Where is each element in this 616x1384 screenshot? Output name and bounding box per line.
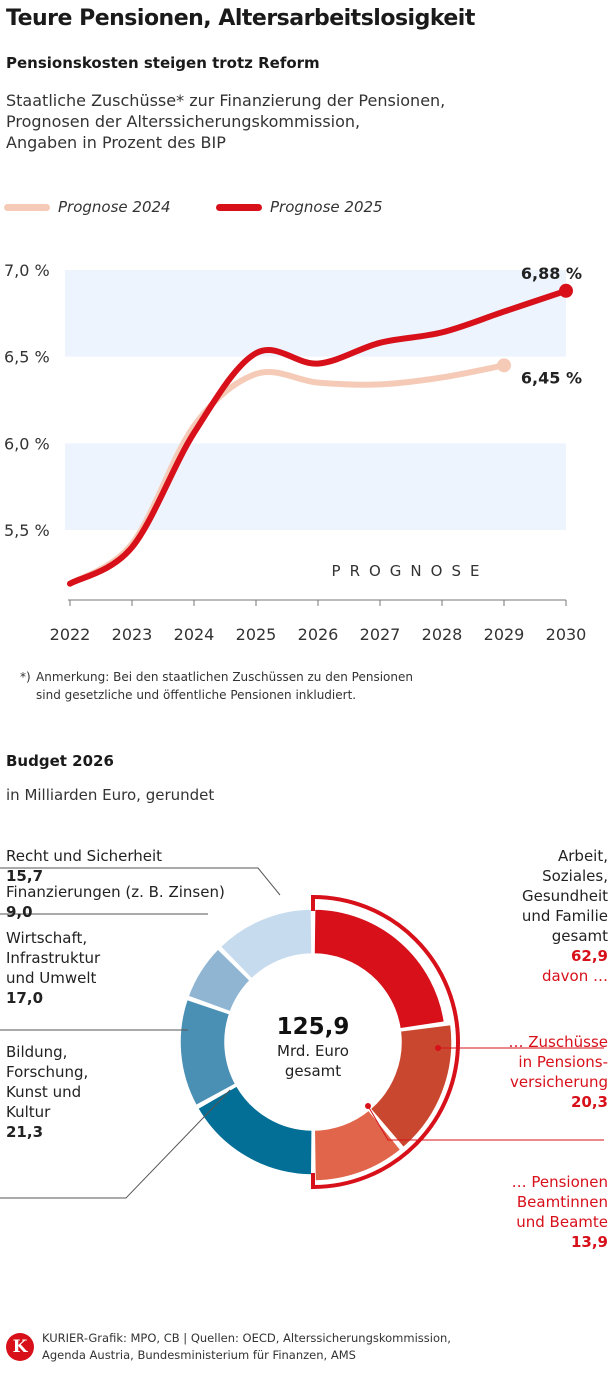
donut-total: 125,9 xyxy=(277,1014,350,1040)
kurier-logo: K xyxy=(6,1333,34,1361)
desc-line: Staatliche Zuschüsse* zur Finanzierung d… xyxy=(6,91,446,110)
leader-dot xyxy=(365,1103,371,1109)
legend-prognose-2025: Prognose 2025 xyxy=(216,198,383,216)
footer-sources: KURIER-Grafik: MPO, CB | Quellen: OECD, … xyxy=(42,1331,451,1362)
label-arbeit: Arbeit, Soziales, Gesundheit und Familie ges… xyxy=(521,847,608,985)
bracket-arc xyxy=(312,895,461,1189)
donut-slice xyxy=(369,1023,453,1149)
donut-slice xyxy=(313,908,446,1030)
footnote-line: Anmerkung: Bei den staatlichen Zuschüsse… xyxy=(36,670,413,684)
legend-swatch xyxy=(216,203,262,211)
leader-bild xyxy=(0,1089,231,1199)
x-tick-label: 2029 xyxy=(484,625,525,644)
budget-subtitle: in Milliarden Euro, gerundet xyxy=(6,786,215,804)
x-tick-label: 2027 xyxy=(360,625,401,644)
end-point xyxy=(559,283,573,298)
page-title: Teure Pensionen, Altersarbeitslosigkeit xyxy=(6,6,475,31)
donut-unit: Mrd. Euro xyxy=(277,1042,349,1060)
donut-slice xyxy=(313,1109,402,1182)
footnote-line: sind gesetzliche und öffentliche Pension… xyxy=(36,688,357,702)
budget-title: Budget 2026 xyxy=(6,752,114,770)
end-label: 6,45 % xyxy=(521,368,582,387)
donut-slice xyxy=(179,998,237,1107)
legend-label: Prognose 2024 xyxy=(58,198,171,216)
label-bildung: Bildung, Forschung, Kunst und Kultur 21,3 xyxy=(6,1043,89,1141)
band xyxy=(65,270,566,357)
legend-label: Prognose 2025 xyxy=(270,198,383,216)
donut-slice xyxy=(196,1084,313,1176)
y-tick-label: 6,5 % xyxy=(4,348,50,367)
footnote: *) Anmerkung: Bei den staatlichen Zuschüs… xyxy=(20,668,600,704)
label-wirtschaft: Wirtschaft, Infrastruktur und Umwelt 17,0 xyxy=(6,929,101,1007)
leader-recht xyxy=(0,867,281,896)
x-tick-label: 2028 xyxy=(422,625,463,644)
label-finanzierungen: Finanzierungen (z. B. Zinsen) 9,0 xyxy=(6,883,225,921)
label-zuschuesse: … Zuschüsse in Pensions-versicherung 20,3 xyxy=(508,1033,609,1111)
end-label: 6,88 % xyxy=(521,264,582,283)
donut-label: gesamt xyxy=(285,1062,341,1080)
band xyxy=(65,443,566,530)
label-beamte: … Pensionen Beamtinnen und Beamte 13,9 xyxy=(511,1173,608,1251)
y-tick-label: 6,0 % xyxy=(4,434,50,453)
x-tick-label: 2030 xyxy=(546,625,587,644)
label-recht: Recht und Sicherheit 15,7 xyxy=(6,847,163,885)
legend-swatch xyxy=(4,203,50,211)
prognose-annotation: PROGNOSE xyxy=(332,562,489,580)
end-point xyxy=(497,358,511,373)
x-tick-label: 2025 xyxy=(236,625,277,644)
line-chart: 5,5 % 6,0 % 6,5 % 7,0 % 2022 2023 2024 2025 2026… xyxy=(4,261,587,644)
line-chart-subtitle: Pensionskosten steigen trotz Reform xyxy=(6,54,320,72)
leader-dot xyxy=(435,1045,441,1051)
series-line-prognose-2025 xyxy=(67,287,569,587)
x-tick-label: 2026 xyxy=(298,625,339,644)
x-tick-label: 2024 xyxy=(174,625,215,644)
x-tick-label: 2023 xyxy=(112,625,153,644)
y-tick-label: 7,0 % xyxy=(4,261,50,280)
leader-beamte xyxy=(367,1105,604,1141)
line-chart-description: Staatliche Zuschüsse* zur Finanzierung d… xyxy=(6,90,445,153)
legend-prognose-2024: Prognose 2024 xyxy=(4,198,171,216)
donut-slice xyxy=(187,947,252,1013)
x-tick-label: 2022 xyxy=(50,625,91,644)
footnote-mark: *) xyxy=(20,670,31,684)
desc-line: Angaben in Prozent des BIP xyxy=(6,133,226,152)
desc-line: Prognosen der Alterssicherungskommission… xyxy=(6,112,361,131)
y-tick-label: 5,5 % xyxy=(4,521,50,540)
donut-chart: 125,9 Mrd. Euro gesamt xyxy=(0,867,604,1199)
